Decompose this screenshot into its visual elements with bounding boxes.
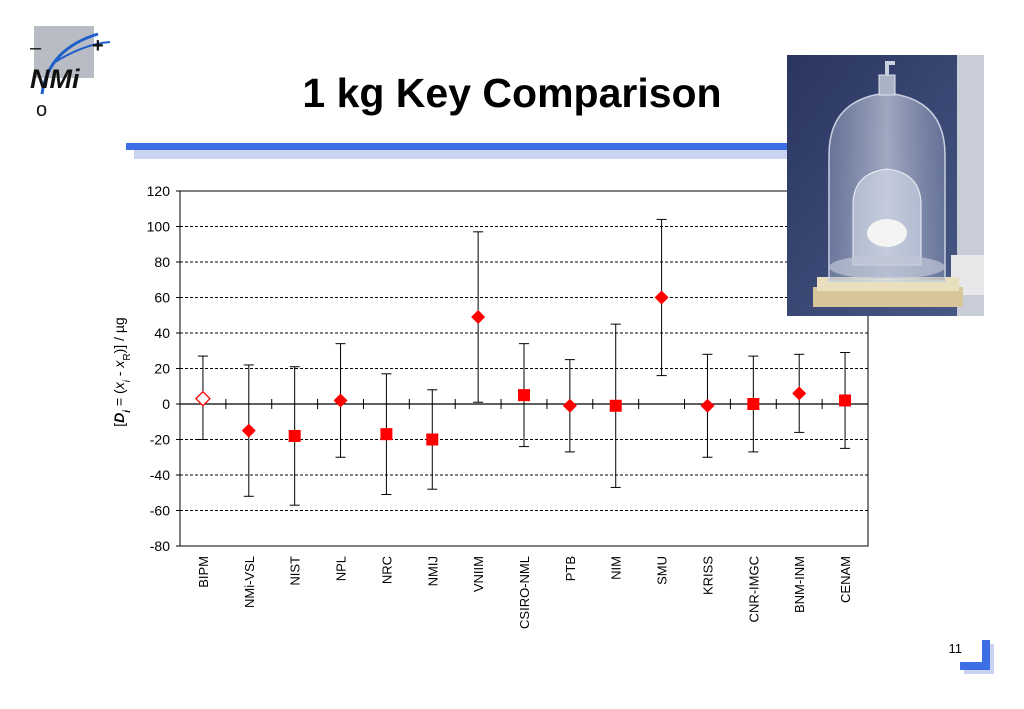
data-point-square	[839, 394, 852, 407]
y-tick-label: 0	[162, 396, 170, 412]
y-tick-label: -20	[150, 432, 170, 448]
logo-text: NMi	[30, 64, 80, 94]
x-category-label: NMIJ	[425, 556, 440, 586]
data-point-square	[609, 399, 622, 412]
plot-frame	[179, 190, 869, 547]
y-tick-label: 40	[154, 325, 170, 341]
kilogram-prototype-photo	[787, 55, 984, 316]
data-point-square	[518, 389, 530, 402]
logo-o: o	[36, 99, 47, 121]
data-point-hollow-diamond	[195, 390, 211, 407]
y-tick-label: 80	[154, 254, 170, 270]
slide-title: 1 kg Key Comparison	[302, 70, 722, 116]
data-point-square	[288, 429, 301, 442]
data-point-diamond	[700, 398, 715, 413]
x-category-label: BIPM	[196, 556, 211, 588]
logo-minus: –	[30, 37, 42, 59]
data-point-diamond	[333, 393, 348, 408]
title-rule	[126, 143, 790, 150]
title-rule-shadow	[134, 150, 790, 159]
data-point-diamond	[241, 423, 256, 438]
y-tick-label: -60	[150, 503, 170, 519]
data-point-diamond	[471, 310, 486, 325]
x-category-label: CENAM	[838, 556, 853, 603]
logo-arc-2	[51, 41, 111, 65]
x-category-label: VNIIM	[471, 556, 486, 592]
data-point-square	[426, 433, 439, 446]
y-axis-label: [Di = (xi - xR)] / µg	[111, 317, 133, 426]
logo-arc	[40, 32, 99, 95]
x-category-label: BNM-INM	[792, 556, 807, 613]
nmi-logo: + – NMi o	[30, 26, 111, 121]
x-category-label: KRISS	[700, 556, 715, 595]
data-point-diamond	[654, 290, 669, 305]
x-category-label: NPL	[334, 556, 349, 581]
x-category-label: SMU	[655, 556, 670, 585]
x-category-label: NIM	[609, 556, 624, 580]
y-tick-label: 20	[154, 361, 170, 377]
y-tick-label: -40	[150, 467, 170, 483]
x-category-label: PTB	[563, 556, 578, 581]
y-tick-label: 60	[154, 290, 170, 306]
x-category-label: NIST	[288, 556, 303, 586]
y-tick-label: 100	[147, 219, 171, 235]
markers-layer	[195, 290, 852, 446]
page-number: 11	[948, 641, 963, 656]
x-category-label: NRC	[379, 556, 394, 584]
y-tick-label: -80	[150, 538, 170, 554]
corner-bracket-decoration	[960, 640, 994, 674]
logo-plus: +	[92, 35, 104, 57]
x-category-label: NMi-VSL	[242, 556, 257, 608]
x-category-label: CNR-IMGC	[746, 556, 761, 622]
y-tick-label: 120	[147, 183, 171, 199]
data-point-diamond	[792, 386, 807, 401]
x-category-label: CSIRO-NML	[517, 556, 532, 629]
data-point-diamond	[562, 398, 577, 413]
data-point-square	[747, 398, 760, 410]
labels-layer: -80 -60 -40 -20 0 20 40 60 80 100 120 BIPM NMi-VSL NI…	[147, 183, 853, 629]
data-point-square	[380, 428, 393, 441]
